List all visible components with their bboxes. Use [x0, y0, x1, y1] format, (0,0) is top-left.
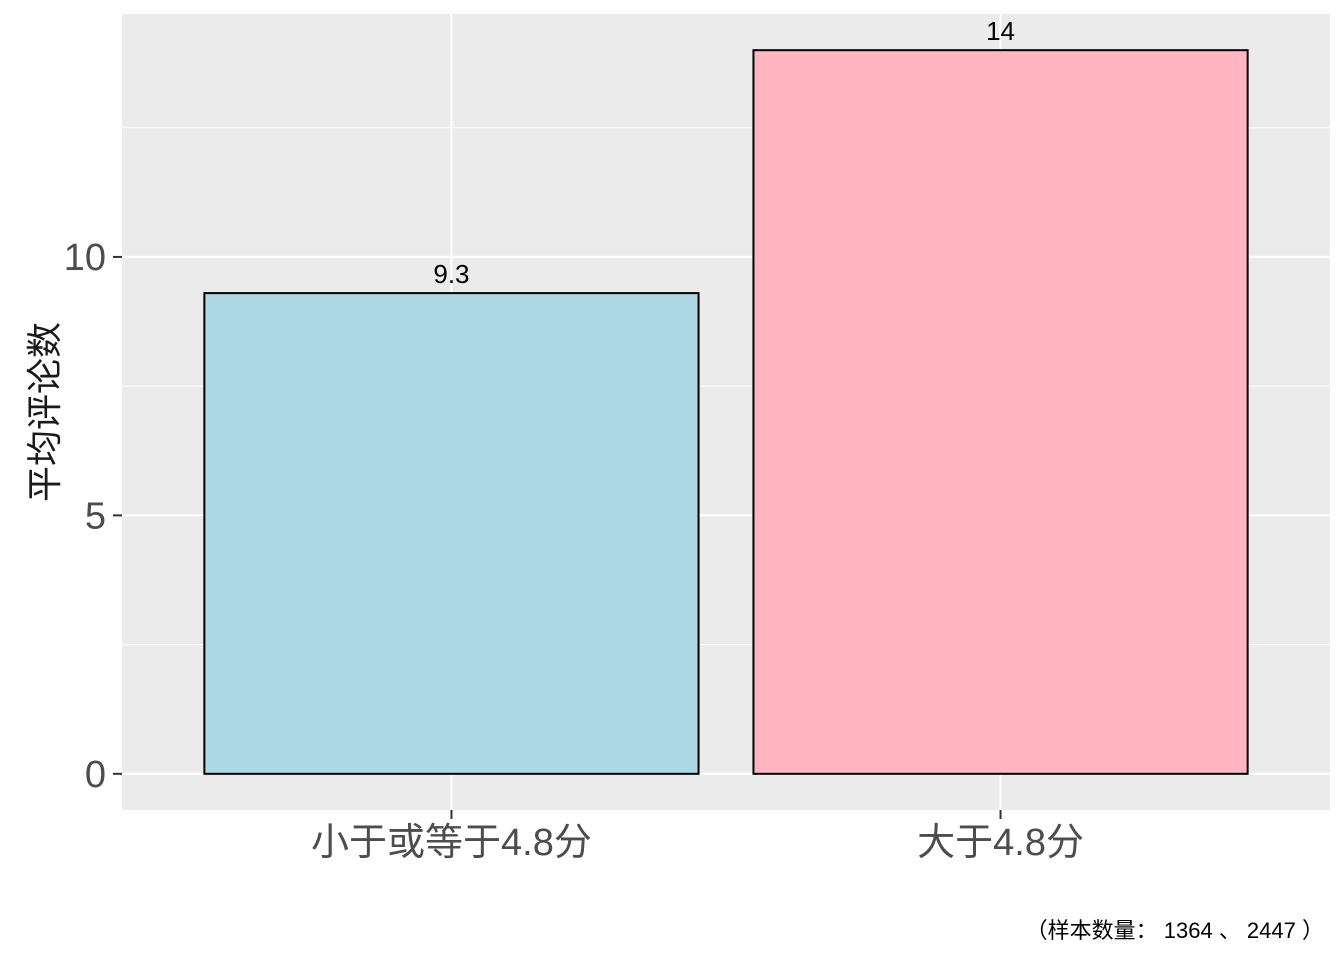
bar-data-label: 14: [986, 16, 1015, 46]
y-axis: 0 5 10: [64, 237, 122, 796]
bar: [752, 49, 1249, 775]
data-labels: 9.3 14: [433, 16, 1015, 289]
bar-data-label: 9.3: [433, 259, 469, 289]
y-tick-label: 0: [85, 754, 106, 796]
x-tick-label: 大于4.8分: [917, 822, 1084, 864]
x-axis: 小于或等于4.8分 大于4.8分: [311, 810, 1084, 864]
bar: [203, 292, 700, 775]
y-axis-title: 平均评论数: [25, 322, 66, 502]
sample-size-caption: （样本数量： 1364 、 2447 ）: [1026, 918, 1324, 943]
y-tick-label: 10: [64, 237, 106, 279]
y-tick-label: 5: [85, 495, 106, 537]
x-tick-label: 小于或等于4.8分: [311, 822, 592, 864]
bars: [203, 49, 1249, 775]
